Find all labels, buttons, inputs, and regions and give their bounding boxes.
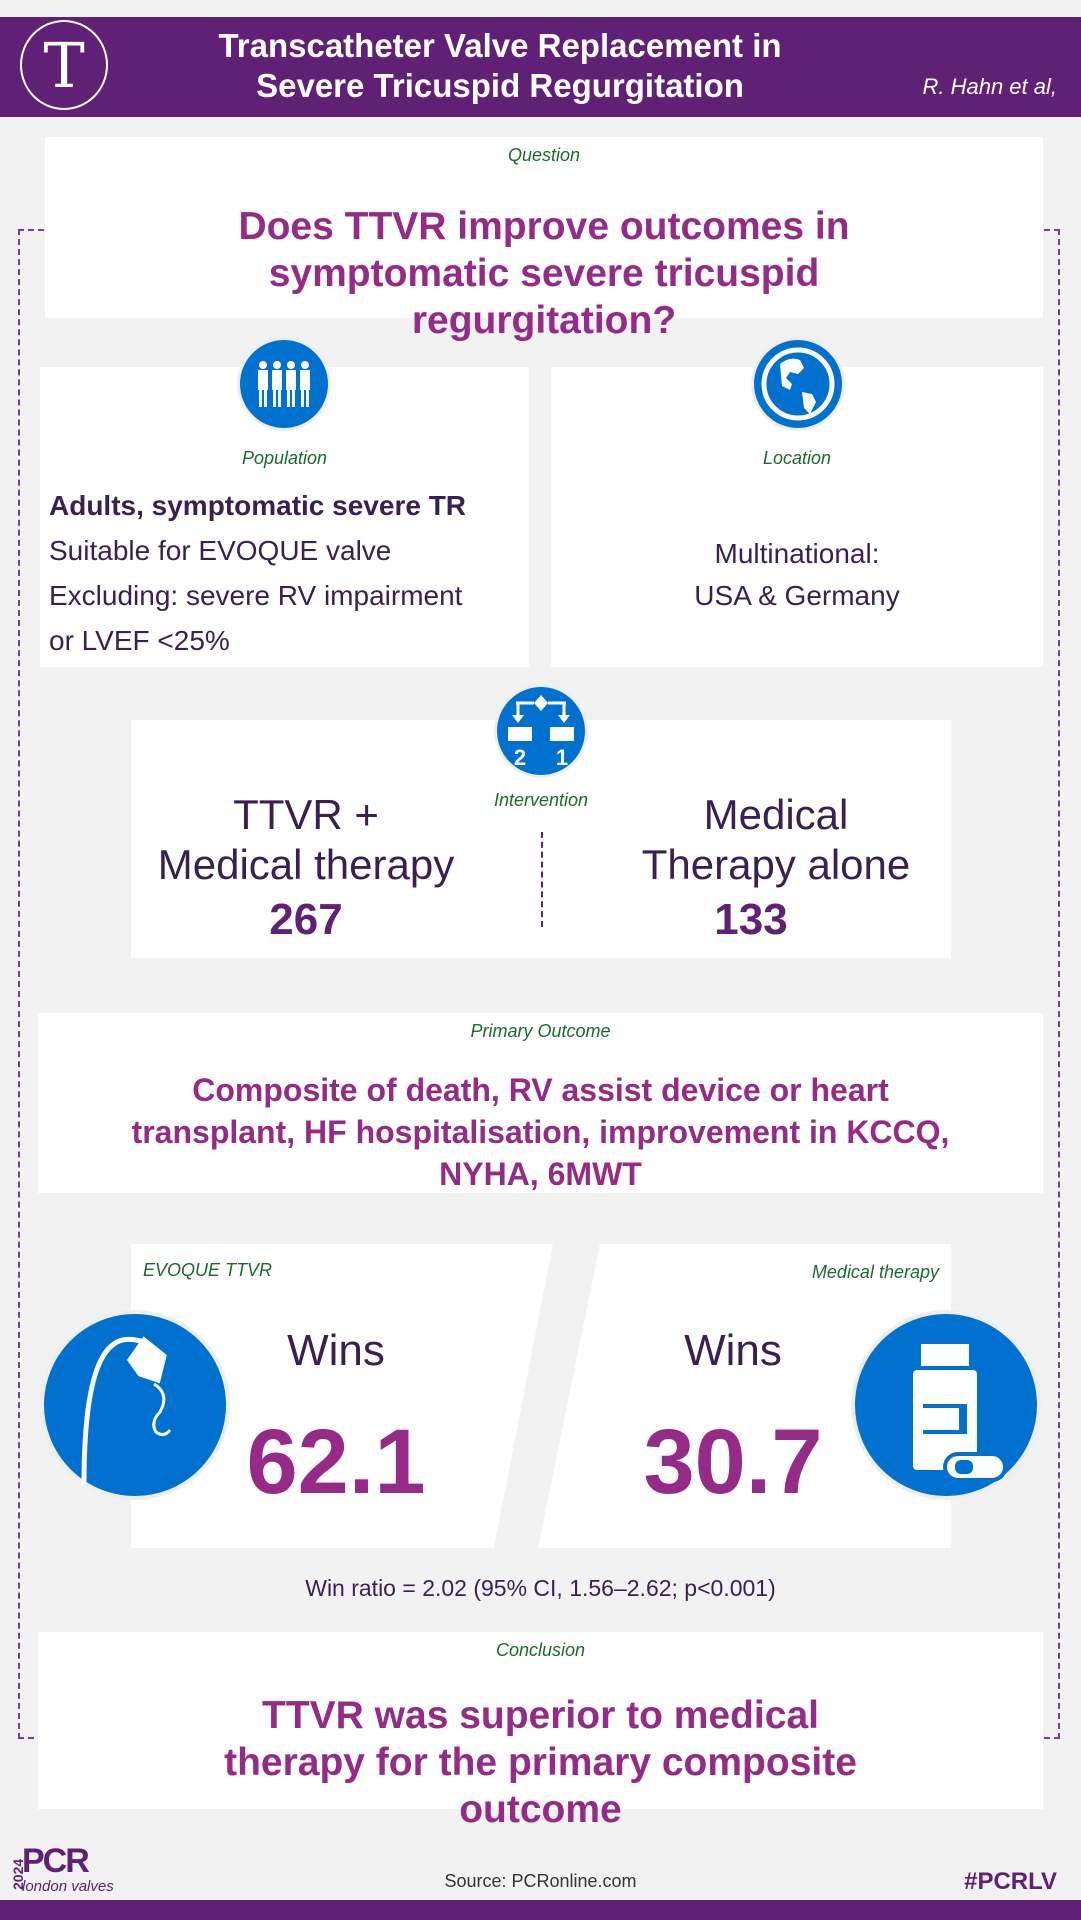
logo-main: PCR (22, 1842, 90, 1880)
population-line: Excluding: severe RV impairment (49, 580, 463, 611)
arm1-title: TTVR + Medical therapy (131, 790, 481, 890)
pill-bottle-icon (851, 1310, 1041, 1500)
arm2-count: 133 (714, 895, 788, 944)
arm2-line2: Therapy alone (641, 841, 911, 888)
title-line-1: Transcatheter Valve Replacement in (218, 27, 782, 64)
location-box: Location Multinational: USA & Germany (551, 367, 1043, 667)
population-line: or LVEF <25% (49, 625, 230, 656)
valve-device-icon (40, 1310, 230, 1500)
question-text: Does TTVR improve outcomes in symptomati… (238, 205, 850, 342)
conclusion-text: TTVR was superior to medical therapy for… (224, 1694, 857, 1831)
ttvr-label: EVOQUE TTVR (143, 1260, 273, 1280)
title-line-2: Severe Tricuspid Regurgitation (256, 67, 744, 104)
location-line: Multinational: (714, 538, 880, 569)
conclusion-label: Conclusion (495, 1640, 586, 1660)
medical-label: Medical therapy (811, 1262, 939, 1282)
t-logo-icon: T (20, 20, 108, 110)
source: Source: PCRonline.com (444, 1871, 637, 1891)
arm2-title: Medical Therapy alone (601, 790, 951, 890)
hashtag: #PCRLV (964, 1868, 1057, 1895)
arm-divider (541, 832, 543, 927)
conclusion-box: Conclusion TTVR was superior to medical … (38, 1632, 1043, 1831)
population-label: Population (241, 448, 328, 468)
medical-wins-value: 30.7 (643, 1411, 823, 1513)
header-bar (0, 17, 1081, 117)
icon-number: 1 (556, 745, 568, 769)
intervention-label: Intervention (493, 790, 589, 810)
people-icon (237, 337, 331, 431)
medical-wins-label: Wins (684, 1326, 782, 1375)
win-ratio: Win ratio = 2.02 (95% CI, 1.56–2.62; p<0… (305, 1575, 776, 1601)
ttvr-wins-label: Wins (287, 1326, 385, 1375)
ttvr-wins-value: 62.1 (246, 1411, 426, 1513)
arm1-count: 267 (269, 895, 343, 944)
logo-letter: T (43, 28, 85, 102)
arm2-line1: Medical (703, 791, 849, 838)
outcome-label: Primary Outcome (470, 1021, 611, 1041)
population-line: Suitable for EVOQUE valve (49, 535, 392, 566)
page-title: Transcatheter Valve Replacement in Severe… (160, 26, 840, 106)
outcome-box: Primary Outcome Composite of death, RV a… (38, 1013, 1043, 1193)
arm1-line2: Medical therapy (157, 841, 455, 888)
location-label: Location (762, 448, 832, 468)
location-line: USA & Germany (694, 580, 900, 611)
intervention-box: Intervention TTVR + Medical therapy 267 M… (131, 720, 951, 958)
globe-icon (751, 337, 845, 431)
icon-number: 2 (514, 745, 526, 769)
question-box: Question Does TTVR improve outcomes in s… (45, 137, 1043, 342)
arm1-line1: TTVR + (233, 791, 379, 838)
population-line: Adults, symptomatic severe TR (49, 490, 467, 521)
logo-sub: london valves (22, 1878, 114, 1895)
question-label: Question (507, 145, 581, 165)
authors: R. Hahn et al, (922, 74, 1057, 99)
footer-bar (0, 1900, 1081, 1920)
outcome-text: Composite of death, RV assist device or … (131, 1072, 950, 1192)
